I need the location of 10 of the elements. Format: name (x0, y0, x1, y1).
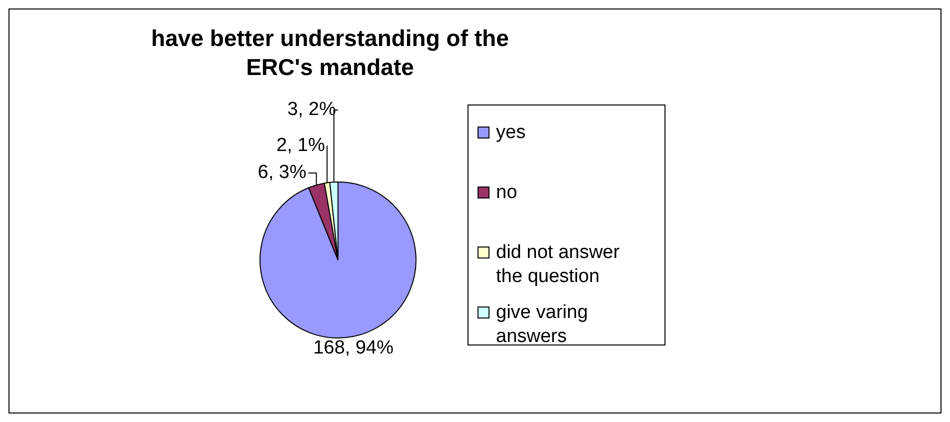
legend-label: did not answer the question (496, 242, 620, 288)
data-label: 168, 94% (313, 337, 394, 358)
legend-label: no (496, 182, 518, 204)
legend-label: yes (496, 122, 526, 144)
chart-title: have better understanding of the ERC's mandate (151, 25, 509, 80)
data-label: 3, 2% (287, 99, 336, 120)
legend-label: give varing answers (496, 302, 588, 348)
pie-slice (260, 182, 416, 338)
data-label: 6, 3% (258, 162, 306, 184)
data-label: 2, 1% (276, 135, 326, 156)
